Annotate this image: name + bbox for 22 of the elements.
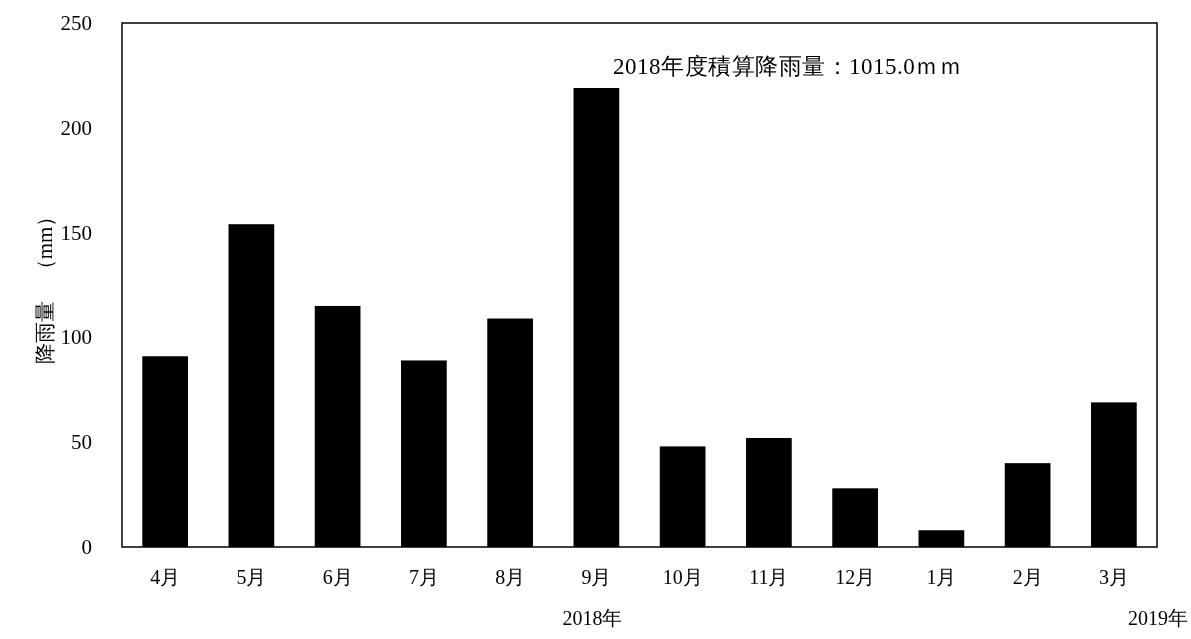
- text: 2018年: [562, 607, 623, 629]
- x-tick-label: 7月: [408, 566, 439, 588]
- x-tick-label: 6月: [322, 566, 353, 588]
- y-tick-label: 250: [60, 11, 92, 35]
- x-tick-label: 4月: [150, 566, 181, 588]
- y-tick-label: 0: [81, 535, 92, 559]
- x-tick-label: 5月: [236, 566, 267, 588]
- x-tick-label: 8月: [495, 566, 526, 588]
- x-tick-label: 12月: [835, 566, 876, 588]
- text: 2019年: [1128, 607, 1188, 629]
- x-tick-label: 11月: [749, 566, 789, 588]
- x-tick-label: 1月: [926, 566, 957, 588]
- y-tick-label: 200: [60, 115, 92, 140]
- x-tick-label: 10月: [662, 566, 703, 588]
- x-tick-label: 9月: [581, 566, 612, 588]
- y-tick-label: 100: [60, 325, 92, 350]
- x-tick-label: 2月: [1012, 566, 1043, 588]
- y-tick-label: 150: [60, 220, 92, 245]
- y-tick-label: 50: [71, 430, 92, 455]
- x-tick-label: 3月: [1098, 566, 1129, 588]
- y-axis-title: 降雨量 （mm）: [33, 205, 57, 365]
- annotation: 2018年度積算降雨量：1015.0ｍｍ: [613, 54, 963, 79]
